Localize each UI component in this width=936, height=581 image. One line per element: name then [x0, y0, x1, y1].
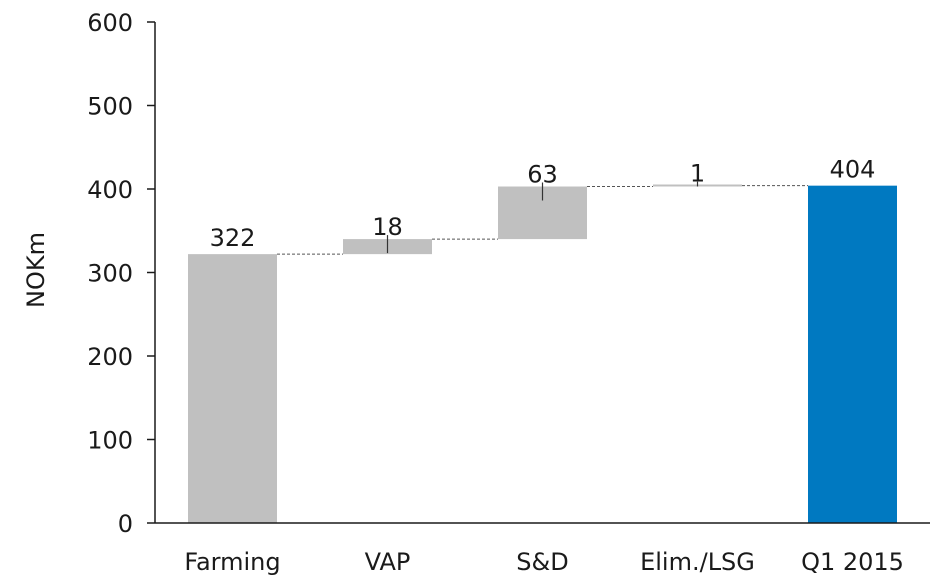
y-axis-ticks: 0 100 200 300 400 500 600 [87, 9, 155, 538]
x-tick-label: VAP [365, 548, 411, 576]
connectors [277, 185, 808, 255]
y-tick-label: 600 [87, 9, 133, 37]
x-tick-label: Q1 2015 [801, 548, 904, 576]
data-label: 404 [830, 156, 876, 184]
y-tick-label: 300 [87, 260, 133, 288]
data-labels: 322 18 63 1 404 [210, 156, 876, 252]
y-tick-label: 0 [118, 510, 133, 538]
bar-0 [188, 254, 277, 523]
data-label: 18 [372, 213, 403, 241]
y-tick-label: 400 [87, 176, 133, 204]
data-label: 1 [690, 160, 705, 188]
x-tick-label: S&D [516, 548, 568, 576]
y-tick-label: 500 [87, 93, 133, 121]
data-label: 322 [210, 224, 256, 252]
y-axis-title: NOKm [22, 232, 50, 308]
y-tick-label: 200 [87, 343, 133, 371]
x-tick-label: Elim./LSG [640, 548, 755, 576]
y-tick-label: 100 [87, 427, 133, 455]
bars [188, 181, 897, 523]
x-tick-label: Farming [184, 548, 280, 576]
bar-4 [808, 185, 897, 523]
x-axis-labels: Farming VAP S&D Elim./LSG Q1 2015 [184, 548, 904, 576]
data-label: 63 [527, 160, 558, 188]
